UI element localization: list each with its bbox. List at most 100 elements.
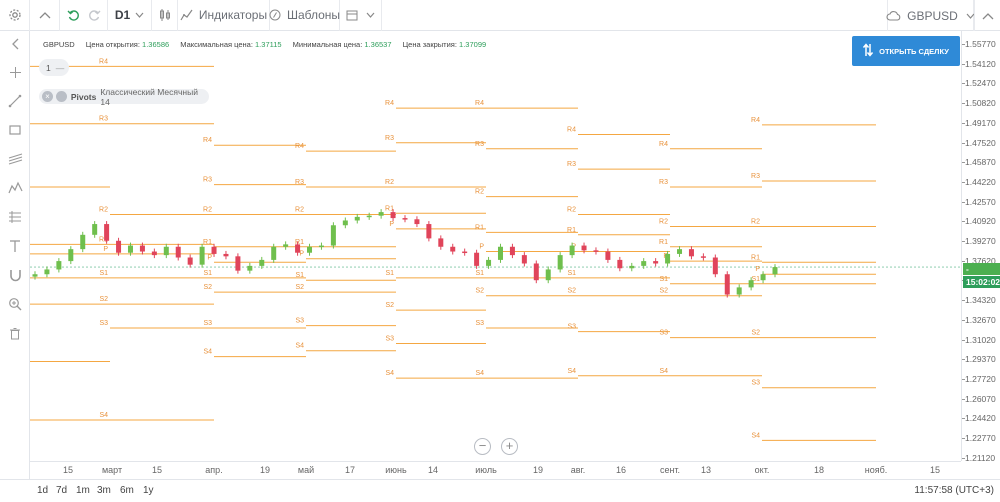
- price-tick-mark: [962, 241, 965, 242]
- price-tick-mark: [962, 162, 965, 164]
- magnet-tool[interactable]: [0, 263, 30, 292]
- pivot-label-p: P: [389, 221, 394, 228]
- candle-countdown-label: 15:02:02: [963, 276, 1000, 288]
- fullscreen-button[interactable]: [974, 0, 1000, 31]
- undo-icon[interactable]: [67, 9, 80, 22]
- symbol-select[interactable]: GBPUSD: [886, 0, 975, 31]
- pivot-label-r4: R4: [99, 58, 108, 65]
- pivot-label-s4: S4: [99, 412, 108, 419]
- crosshair-tool[interactable]: [0, 60, 30, 89]
- price-tick-mark: [962, 359, 965, 361]
- close-icon[interactable]: ×: [42, 91, 53, 102]
- open-trade-label: ОТКРЫТЬ СДЕЛКУ: [879, 46, 949, 56]
- candle-body: [748, 280, 754, 288]
- candle-body: [605, 251, 611, 260]
- chevron-down-icon: [135, 12, 144, 18]
- pivot-label-s2: S2: [475, 288, 484, 295]
- time-tick-label: 19: [259, 465, 271, 475]
- candle-body: [509, 246, 515, 256]
- price-tick-label: 1.21120: [965, 452, 996, 461]
- layouts-button[interactable]: [340, 0, 382, 31]
- pivot-label-s1: S1: [203, 270, 212, 277]
- candle-body: [330, 225, 336, 246]
- time-axis[interactable]: 15 март 15 апр. 19 май 17 июнь 14 июль 19 авг. 16 сен…: [30, 461, 961, 478]
- pivot-label-r4: R4: [659, 141, 668, 148]
- pivot-label-r3: R3: [475, 141, 484, 148]
- candle-body: [259, 259, 265, 266]
- indicators-label: Индикаторы: [198, 8, 268, 22]
- candle-body: [402, 218, 408, 220]
- price-axis[interactable]: 1.55770 1.54120 1.52470 1.50820 1.49170 1.475…: [961, 31, 1000, 461]
- chevron-left-icon: [11, 37, 19, 55]
- pivot-label-s3: S3: [295, 318, 304, 325]
- zoom-in-button[interactable]: +: [501, 438, 518, 455]
- pivot-label-s1: S1: [751, 276, 760, 283]
- zoom-tool[interactable]: [0, 292, 30, 321]
- rectangle-tool[interactable]: [0, 118, 30, 147]
- bottom-bar: 1d 7d 1m 3m 6m 1y 11:57:58 (UTC+3): [0, 479, 1000, 502]
- zoom-in-icon: [8, 297, 22, 316]
- symbol-label: GBPUSD: [907, 8, 958, 23]
- chevron-up-icon: [982, 12, 994, 20]
- candle-body: [462, 251, 468, 254]
- time-tick-label: июнь: [385, 465, 407, 475]
- delete-drawings-button[interactable]: [0, 321, 30, 350]
- candle-body: [724, 274, 730, 295]
- text-tool[interactable]: [0, 234, 30, 263]
- gear-icon[interactable]: [55, 91, 67, 102]
- range-7d[interactable]: 7d: [56, 485, 68, 496]
- price-tick-label: 1.49170: [965, 117, 996, 128]
- legend-high-value: 1.37115: [255, 40, 282, 49]
- chevron-down-icon: [366, 12, 375, 18]
- price-chart[interactable]: R4 R3 R2 R1 P S1 S2 S3 S4 R4 R3 R2 R1 P S1 S2 S3 S4 R4 R3 R2…: [30, 31, 961, 461]
- price-tick-mark: [962, 221, 965, 223]
- fibonacci-tool[interactable]: [0, 205, 30, 234]
- pattern-tool[interactable]: [0, 176, 30, 205]
- pivot-label-r4: R4: [203, 137, 212, 144]
- price-tick-mark: [962, 398, 965, 400]
- range-1m[interactable]: 1m: [76, 485, 90, 496]
- chart-canvas[interactable]: R4 R3 R2 R1 P S1 S2 S3 S4 R4 R3 R2 R1 P S1 S2 S3 S4 R4 R3 R2…: [30, 31, 961, 461]
- templates-button[interactable]: Шаблоны: [269, 0, 340, 31]
- indicator-pill[interactable]: × Pivots Классический Месячный 14: [39, 87, 209, 107]
- open-trade-button[interactable]: ОТКРЫТЬ СДЕЛКУ: [852, 36, 960, 66]
- gear-icon: [8, 8, 22, 22]
- range-1d[interactable]: 1d: [37, 485, 49, 496]
- plus-icon: +: [505, 438, 514, 453]
- settings-button[interactable]: [0, 0, 30, 31]
- candle-body: [283, 244, 289, 247]
- candle-body: [581, 245, 587, 251]
- collapse-button[interactable]: [30, 0, 60, 31]
- trendline-icon: [8, 94, 22, 113]
- price-tick-mark: [962, 378, 965, 380]
- range-1y[interactable]: 1y: [143, 485, 154, 496]
- pivot-label-s2: S2: [99, 296, 108, 303]
- pivot-label-s1: S1: [99, 270, 108, 277]
- range-3m[interactable]: 3m: [97, 485, 111, 496]
- indicators-button[interactable]: Индикаторы: [178, 0, 270, 31]
- channel-tool[interactable]: [0, 147, 30, 176]
- timeframe-select[interactable]: D1: [108, 0, 152, 31]
- pivot-label-p: P: [479, 244, 484, 251]
- pivot-label-r2: R2: [567, 206, 576, 213]
- price-tick-mark: [962, 319, 965, 321]
- price-tick-label: 1.47520: [965, 137, 996, 148]
- price-tick-mark: [962, 44, 965, 45]
- templates-icon: [269, 9, 281, 21]
- zoom-out-button[interactable]: −: [474, 438, 491, 455]
- pivot-label-s4: S4: [659, 368, 668, 375]
- time-tick-label: окт.: [754, 465, 770, 475]
- pivot-label-r1: R1: [203, 239, 212, 246]
- pivot-label-r1: R1: [751, 254, 760, 261]
- trendline-tool[interactable]: [0, 89, 30, 118]
- timeframe-label: D1: [114, 8, 131, 22]
- multiplier-pill[interactable]: 1 —: [39, 59, 69, 76]
- text-icon: [9, 239, 21, 258]
- candle-body: [772, 267, 778, 275]
- collapse-toolbar-button[interactable]: [0, 31, 30, 60]
- time-tick-label: сент.: [659, 465, 681, 475]
- candle-body: [629, 265, 635, 269]
- chart-type-button[interactable]: [152, 0, 178, 31]
- range-6m[interactable]: 6m: [120, 485, 134, 496]
- redo-icon[interactable]: [88, 9, 101, 22]
